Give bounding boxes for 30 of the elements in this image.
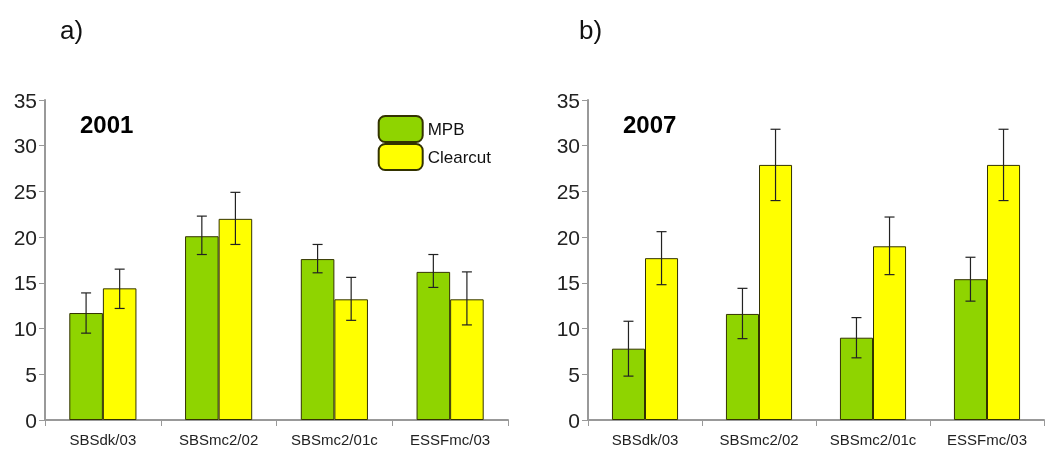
y-tick-label: 25 bbox=[13, 179, 37, 203]
annotation: 2001 bbox=[80, 110, 134, 138]
y-tick-label: 35 bbox=[13, 88, 37, 112]
y-tick-label: 20 bbox=[13, 225, 37, 249]
x-tick-label: ESSFmc/03 bbox=[946, 431, 1028, 448]
legend-label: Clearcut bbox=[427, 147, 492, 167]
y-tick-label: 30 bbox=[556, 134, 580, 158]
y-tick-label: 35 bbox=[556, 88, 580, 112]
chart-title: a) bbox=[60, 15, 84, 45]
x-tick-label: SBSmc2/02 bbox=[179, 431, 259, 448]
x-tick-label: SBSmc2/01c bbox=[829, 431, 917, 448]
x-tick-label: SBSdk/03 bbox=[611, 431, 679, 448]
x-tick-label: ESSFmc/03 bbox=[410, 431, 491, 448]
chart-title: b) bbox=[579, 15, 603, 45]
y-tick-label: 0 bbox=[25, 408, 37, 432]
y-tick-label: 5 bbox=[25, 362, 37, 386]
y-tick-label: 15 bbox=[13, 271, 37, 295]
y-tick-label: 10 bbox=[13, 317, 37, 341]
x-tick-label: SBSdk/03 bbox=[69, 431, 137, 448]
y-tick-label: 0 bbox=[568, 408, 580, 432]
y-tick-label: 15 bbox=[556, 271, 580, 295]
legend-label: MPB bbox=[427, 119, 465, 139]
y-tick-label: 10 bbox=[556, 317, 580, 341]
x-tick-label: SBSmc2/02 bbox=[719, 431, 799, 448]
y-tick-label: 5 bbox=[568, 362, 580, 386]
y-tick-label: 25 bbox=[556, 179, 580, 203]
annotation: 2007 bbox=[623, 110, 677, 138]
y-tick-label: 30 bbox=[13, 134, 37, 158]
x-tick-label: SBSmc2/01c bbox=[291, 431, 379, 448]
y-tick-label: 20 bbox=[556, 225, 580, 249]
